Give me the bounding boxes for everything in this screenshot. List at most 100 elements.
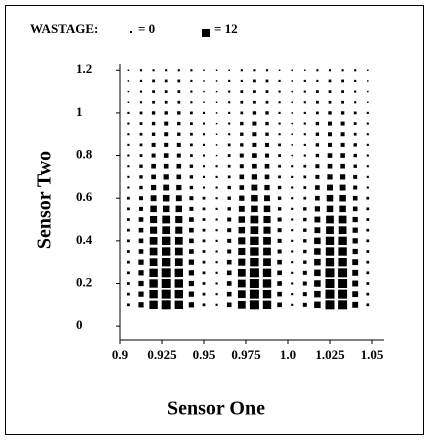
cell-square bbox=[139, 79, 143, 82]
cell-square bbox=[303, 239, 307, 243]
cell-square bbox=[252, 121, 257, 126]
cell-square bbox=[352, 206, 358, 212]
cell-square bbox=[127, 196, 130, 200]
cell-square bbox=[239, 153, 244, 158]
cell-square bbox=[238, 205, 245, 212]
cell-square bbox=[366, 271, 370, 275]
cell-square bbox=[316, 69, 319, 72]
cell-square bbox=[176, 163, 182, 169]
cell-square bbox=[127, 250, 130, 253]
cell-square bbox=[291, 239, 294, 242]
cell-square bbox=[189, 217, 194, 222]
cell-square bbox=[291, 229, 294, 232]
cell-square bbox=[291, 122, 293, 125]
legend-label: = 12 bbox=[214, 21, 238, 36]
cell-square bbox=[149, 279, 158, 288]
cell-square bbox=[228, 79, 231, 82]
cell-square bbox=[227, 217, 232, 222]
cell-square bbox=[252, 153, 257, 158]
cell-square bbox=[138, 259, 144, 265]
cell-square bbox=[188, 270, 195, 276]
cell-square bbox=[263, 236, 271, 245]
cell-square bbox=[237, 279, 246, 288]
cell-square bbox=[202, 133, 206, 136]
cell-square bbox=[151, 142, 156, 147]
cell-square bbox=[302, 302, 307, 307]
cell-square bbox=[325, 268, 335, 278]
cell-square bbox=[228, 101, 231, 104]
cell-square bbox=[302, 292, 307, 297]
cell-square bbox=[341, 100, 344, 104]
cell-square bbox=[150, 195, 157, 202]
cell-square bbox=[152, 100, 155, 104]
cell-square bbox=[315, 195, 320, 201]
cell-square bbox=[161, 300, 171, 310]
cell-square bbox=[326, 226, 334, 235]
cell-square bbox=[152, 69, 155, 72]
cell-square bbox=[352, 259, 359, 266]
cell-square bbox=[127, 111, 130, 114]
cell-square bbox=[265, 142, 269, 147]
cell-square bbox=[366, 133, 369, 136]
cell-square bbox=[278, 111, 281, 114]
cell-square bbox=[341, 69, 344, 72]
cell-square bbox=[366, 292, 370, 296]
cell-square bbox=[139, 164, 143, 168]
cell-square bbox=[250, 226, 259, 235]
cell-square bbox=[328, 79, 332, 83]
cell-square bbox=[189, 238, 194, 244]
cell-square bbox=[302, 270, 307, 275]
cell-square bbox=[189, 164, 194, 168]
cell-square bbox=[139, 132, 143, 136]
cell-square bbox=[176, 153, 181, 158]
cell-square bbox=[138, 280, 144, 287]
cell-square bbox=[291, 144, 293, 146]
x-tick-label: 0.975 bbox=[231, 347, 261, 362]
cell-square bbox=[367, 90, 369, 93]
cell-square bbox=[237, 268, 246, 277]
cell-square bbox=[338, 278, 348, 288]
cell-square bbox=[177, 90, 181, 93]
cell-square bbox=[303, 143, 306, 146]
cell-square bbox=[303, 186, 307, 189]
cell-square bbox=[202, 239, 206, 243]
cell-square bbox=[127, 271, 130, 275]
cell-square bbox=[127, 260, 130, 264]
cell-square bbox=[265, 100, 269, 104]
cell-square bbox=[291, 165, 294, 168]
cell-square bbox=[339, 205, 346, 213]
cell-square bbox=[190, 122, 193, 125]
cell-square bbox=[278, 133, 281, 136]
cell-square bbox=[202, 282, 206, 285]
cell-square bbox=[314, 269, 321, 277]
cell-square bbox=[127, 80, 130, 82]
cell-square bbox=[127, 218, 130, 221]
cell-square bbox=[262, 289, 272, 299]
cell-square bbox=[338, 289, 348, 299]
cell-square bbox=[303, 90, 306, 93]
cell-square bbox=[278, 90, 281, 93]
cell-square bbox=[127, 292, 130, 296]
cell-square bbox=[175, 205, 183, 213]
cell-square bbox=[149, 236, 158, 245]
cell-square bbox=[353, 132, 357, 136]
cell-square bbox=[262, 300, 272, 310]
cell-square bbox=[177, 69, 180, 72]
cell-square bbox=[163, 153, 169, 158]
y-tick-label: 1 bbox=[76, 104, 83, 119]
cell-square bbox=[227, 185, 231, 190]
cell-square bbox=[176, 142, 181, 147]
cell-square bbox=[215, 261, 218, 264]
cell-square bbox=[314, 206, 321, 212]
cell-square bbox=[177, 100, 181, 104]
cell-square bbox=[202, 154, 206, 157]
cell-square bbox=[162, 226, 171, 235]
cell-square bbox=[277, 196, 282, 200]
cell-square bbox=[138, 291, 144, 297]
cell-square bbox=[338, 236, 347, 246]
y-axis-title: Sensor Two bbox=[34, 151, 56, 249]
cell-square bbox=[215, 133, 218, 135]
cell-square bbox=[190, 79, 193, 82]
cell-square bbox=[291, 250, 294, 253]
cell-square bbox=[240, 143, 244, 147]
